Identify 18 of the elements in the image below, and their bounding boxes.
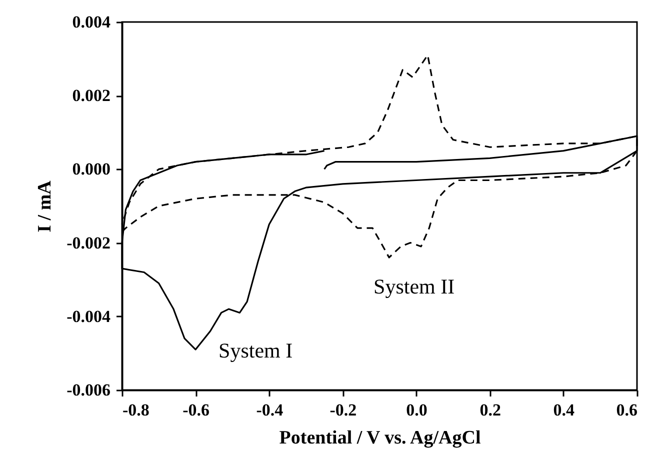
x-tick-label: -0.2	[330, 400, 357, 420]
y-tick-label: -0.004	[66, 306, 111, 326]
x-axis-title: Potential / V vs. Ag/AgCl	[279, 428, 481, 448]
y-tick-label: 0.002	[72, 86, 110, 106]
y-tick-label: 0.004	[72, 12, 111, 32]
y-tick-label: -0.002	[66, 233, 110, 252]
x-tick-label: -0.6	[182, 400, 210, 420]
x-tick-label: -0.8	[122, 400, 150, 420]
y-tick-label: -0.006	[66, 380, 110, 400]
y-tick-label: 0.000	[72, 160, 110, 179]
y-axis-title: I / mA	[34, 180, 56, 232]
x-tick-label: 0.2	[480, 400, 501, 420]
x-tick-label: 0.0	[406, 400, 428, 420]
x-tick-label: -0.4	[256, 400, 284, 420]
annotation: System II	[374, 274, 455, 299]
x-tick-label: 0.6	[616, 400, 638, 420]
annotation: System I	[218, 338, 293, 363]
x-tick-label: 0.4	[553, 400, 576, 420]
